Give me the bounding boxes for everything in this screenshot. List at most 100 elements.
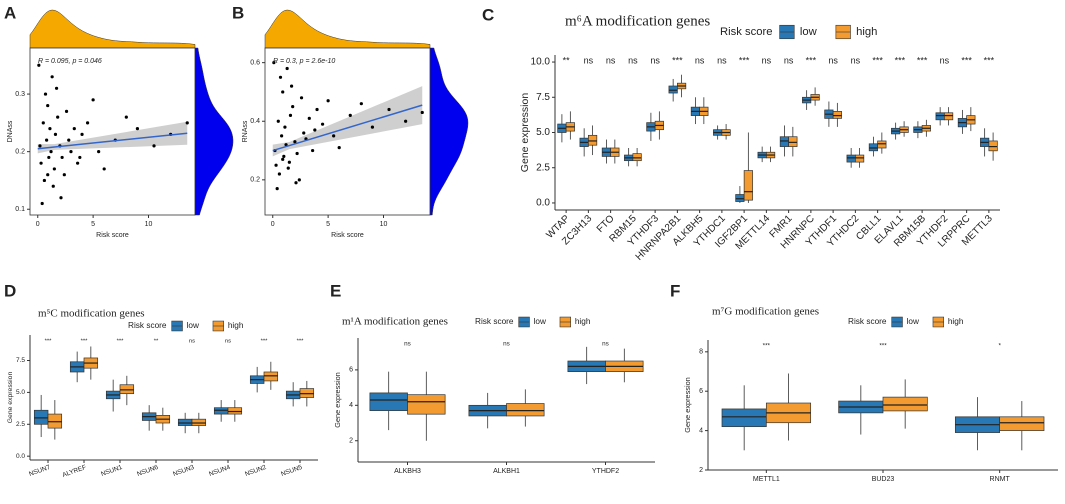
panel-letter: C — [482, 5, 494, 24]
box — [506, 403, 545, 417]
x-tick-label: NSUN5 — [280, 464, 303, 478]
y-tick-label: 4 — [699, 427, 703, 434]
point — [275, 187, 279, 191]
x-tick-label: ALKBH1 — [493, 468, 520, 475]
point — [288, 113, 293, 117]
marginal-density-x — [29, 9, 196, 49]
significance-label: *** — [917, 55, 928, 65]
point — [59, 196, 63, 200]
point — [51, 184, 55, 188]
point — [337, 146, 341, 150]
point — [62, 173, 66, 177]
point — [85, 121, 90, 125]
point — [69, 150, 73, 154]
x-tick-label: 0 — [271, 221, 275, 228]
point — [370, 125, 375, 129]
marginal-density-x — [264, 9, 431, 49]
point — [152, 144, 156, 148]
point — [387, 107, 391, 112]
point — [282, 154, 286, 159]
point — [60, 155, 64, 160]
x-tick-label: 10 — [145, 221, 153, 228]
y-tick-label: 10.0 — [531, 57, 551, 68]
significance-label: *** — [672, 55, 683, 65]
box — [868, 143, 878, 152]
x-tick-label: BUD23 — [872, 476, 895, 483]
significance-label: ns — [404, 341, 411, 348]
x-axis-label: Risk score — [331, 232, 364, 239]
box — [263, 371, 279, 382]
y-tick-label: 5.0 — [16, 389, 25, 396]
legend-title: Risk score — [475, 317, 514, 326]
chart-title: m⁷G modification genes — [712, 306, 819, 318]
point — [283, 125, 287, 129]
point — [307, 116, 311, 120]
point — [52, 167, 56, 171]
point — [39, 161, 43, 165]
chart-title: m⁶A modification genes — [565, 13, 710, 29]
box — [177, 418, 193, 426]
significance-label: ns — [584, 55, 594, 65]
point — [404, 119, 408, 123]
point — [67, 138, 71, 142]
point — [277, 172, 281, 176]
point — [295, 151, 299, 156]
trend-line — [37, 132, 188, 150]
point — [97, 150, 101, 154]
point — [281, 90, 285, 94]
point — [56, 115, 60, 119]
box — [988, 140, 998, 152]
point — [46, 173, 50, 177]
box — [735, 194, 745, 202]
x-tick-label: ALYREF — [62, 464, 88, 479]
point — [289, 84, 294, 88]
significance-label: ns — [828, 55, 838, 65]
significance-label: *** — [879, 343, 887, 350]
box — [588, 134, 598, 146]
y-tick-label: 0.2 — [15, 148, 25, 155]
box — [119, 384, 135, 395]
marginal-density-y — [429, 47, 469, 216]
point — [278, 75, 283, 79]
y-tick-label: 0.0 — [16, 453, 25, 460]
y-axis-label: Gene expression — [519, 93, 531, 173]
point — [299, 96, 304, 100]
significance-label: *** — [261, 339, 269, 345]
box — [407, 394, 446, 415]
x-tick-label: ALKBH3 — [394, 468, 421, 475]
y-tick-label: 2.5 — [16, 421, 25, 428]
legend-label: high — [575, 317, 591, 326]
significance-label: *** — [872, 55, 883, 65]
significance-label: ns — [606, 55, 616, 65]
point — [315, 107, 319, 112]
point — [37, 63, 41, 67]
point — [320, 122, 325, 126]
x-tick-label: NSUN7 — [28, 464, 51, 478]
trend-line — [272, 104, 423, 152]
y-tick-label: 6 — [699, 388, 703, 395]
y-tick-label: 5.0 — [536, 127, 550, 138]
box — [299, 388, 315, 398]
significance-label: *** — [117, 339, 125, 345]
point — [287, 160, 291, 164]
legend-label: low — [800, 26, 818, 38]
legend-title: Risk score — [128, 321, 167, 330]
legend-label: high — [228, 321, 244, 330]
y-tick-label: 0.1 — [15, 206, 25, 213]
point — [47, 155, 51, 160]
point — [42, 178, 46, 183]
y-axis-label: DNAss — [7, 120, 14, 142]
point — [48, 127, 52, 131]
marginal-density-y — [194, 47, 234, 216]
legend-label: high — [856, 26, 877, 38]
x-tick-label: YTHDF2 — [592, 468, 619, 475]
point — [78, 155, 82, 160]
point — [46, 103, 50, 108]
y-axis-label: Gene expression — [333, 372, 342, 428]
point — [274, 163, 278, 167]
point — [297, 178, 301, 182]
y-axis-label: Gene expression — [7, 372, 14, 424]
y-tick-label: 2.5 — [536, 162, 550, 173]
x-tick-label: NSUN3 — [172, 464, 195, 478]
point — [293, 140, 297, 144]
